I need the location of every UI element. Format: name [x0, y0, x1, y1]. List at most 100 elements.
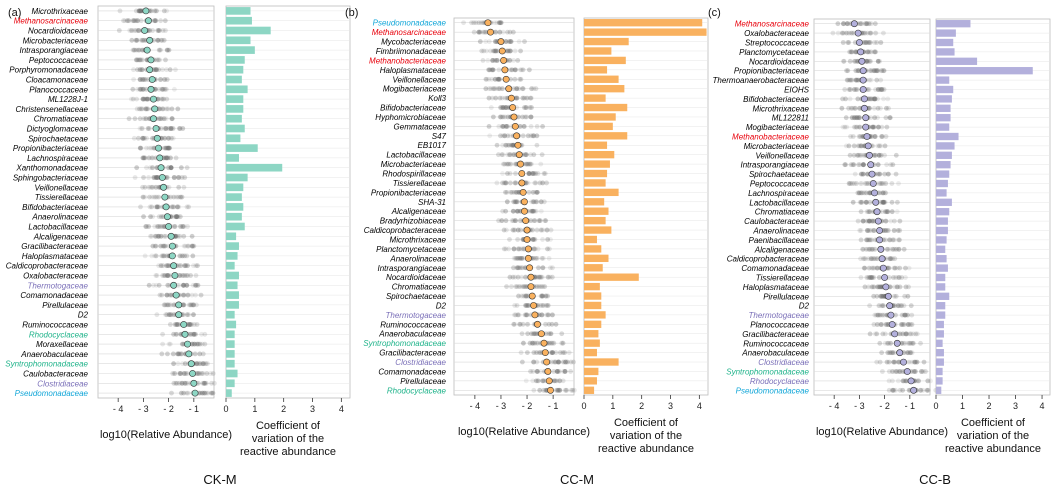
cv-bar [226, 291, 239, 299]
cv-bar [936, 273, 946, 282]
replicate-point [537, 274, 543, 280]
panel-title: CC-M [560, 472, 594, 487]
family-label: Ruminococcaceae [380, 320, 446, 329]
replicate-point [478, 20, 484, 26]
cv-bar [584, 320, 602, 328]
replicate-point [522, 265, 528, 271]
replicate-point [519, 274, 525, 280]
replicate-point [134, 37, 140, 43]
family-label: Rhodocyclaceae [387, 386, 447, 395]
replicate-point [507, 67, 513, 73]
cv-bar [584, 367, 599, 376]
replicate-point [875, 124, 881, 130]
replicate-point [201, 380, 207, 386]
family-label: ML122811 [772, 114, 809, 123]
cv-bar [226, 252, 238, 260]
cv-bar [226, 65, 244, 74]
replicate-point [525, 293, 531, 299]
replicate-point [157, 77, 163, 82]
replicate-point [172, 224, 178, 229]
cv-bar [936, 367, 943, 376]
replicate-point [521, 123, 527, 129]
replicate-point [186, 204, 191, 210]
replicate-point [496, 152, 501, 158]
family-label: Methanosarcinaceae [372, 28, 447, 37]
replicate-point [163, 57, 168, 63]
replicate-point [506, 48, 512, 54]
replicate-point [559, 340, 565, 346]
replicate-point [511, 246, 517, 252]
replicate-point [171, 175, 177, 180]
mean-point [500, 57, 507, 64]
replicate-point [181, 282, 187, 288]
mean-point [523, 236, 531, 243]
replicate-point [137, 57, 143, 63]
replicate-point [138, 18, 144, 24]
replicate-point [512, 48, 518, 54]
cv-bar [226, 173, 248, 182]
replicate-point [528, 114, 534, 120]
replicate-point [140, 96, 146, 102]
replicate-point [157, 224, 163, 229]
replicate-point [148, 8, 154, 14]
replicate-point [134, 57, 139, 63]
cv-bar [226, 271, 239, 280]
replicate-point [156, 106, 162, 112]
replicate-point [490, 67, 496, 73]
replicate-point [520, 114, 525, 120]
replicate-point [163, 145, 169, 151]
replicate-point [168, 126, 174, 131]
replicate-point [133, 57, 139, 63]
replicate-point [159, 96, 165, 102]
replicate-point [512, 76, 518, 82]
replicate-point [499, 152, 505, 158]
replicate-point [528, 208, 533, 214]
cv-bar [936, 358, 944, 366]
replicate-point [503, 39, 509, 44]
replicate-point [515, 246, 521, 252]
replicate-point [194, 322, 200, 327]
replicate-point [158, 243, 164, 249]
replicate-point [527, 105, 533, 110]
replicate-point [536, 218, 542, 224]
replicate-point [136, 28, 142, 33]
replicate-point [523, 105, 529, 110]
replicate-point [530, 237, 536, 242]
replicate-point [900, 387, 906, 393]
replicate-point [892, 228, 897, 233]
replicate-point [848, 49, 854, 55]
replicate-point [146, 224, 152, 229]
replicate-point [162, 135, 167, 141]
replicate-point [538, 227, 544, 233]
replicate-point [843, 115, 849, 121]
mean-point [859, 76, 867, 84]
replicate-point [540, 123, 545, 129]
replicate-point [845, 68, 851, 74]
replicate-point [181, 263, 187, 269]
replicate-point [154, 312, 160, 318]
replicate-point [497, 86, 503, 92]
replicate-point [189, 341, 195, 347]
replicate-point [521, 105, 527, 110]
replicate-point [155, 204, 160, 210]
replicate-point [137, 77, 143, 82]
replicate-point [158, 233, 164, 239]
replicate-point [138, 8, 144, 14]
replicate-point [167, 302, 173, 308]
replicate-point [855, 218, 861, 224]
replicate-point [505, 29, 510, 35]
replicate-point [492, 39, 498, 44]
replicate-point [507, 152, 512, 158]
replicate-point [524, 350, 530, 355]
replicate-point [518, 48, 523, 54]
family-label: Anaerobaculaceae [20, 350, 88, 359]
replicate-point [892, 284, 898, 290]
replicate-point [546, 331, 552, 337]
replicate-point [139, 86, 145, 92]
family-label: Microthrixaceae [753, 104, 810, 113]
replicate-point [863, 199, 869, 205]
replicate-point [867, 77, 872, 83]
replicate-point [150, 28, 156, 33]
replicate-point [881, 96, 886, 102]
replicate-point [135, 57, 141, 63]
